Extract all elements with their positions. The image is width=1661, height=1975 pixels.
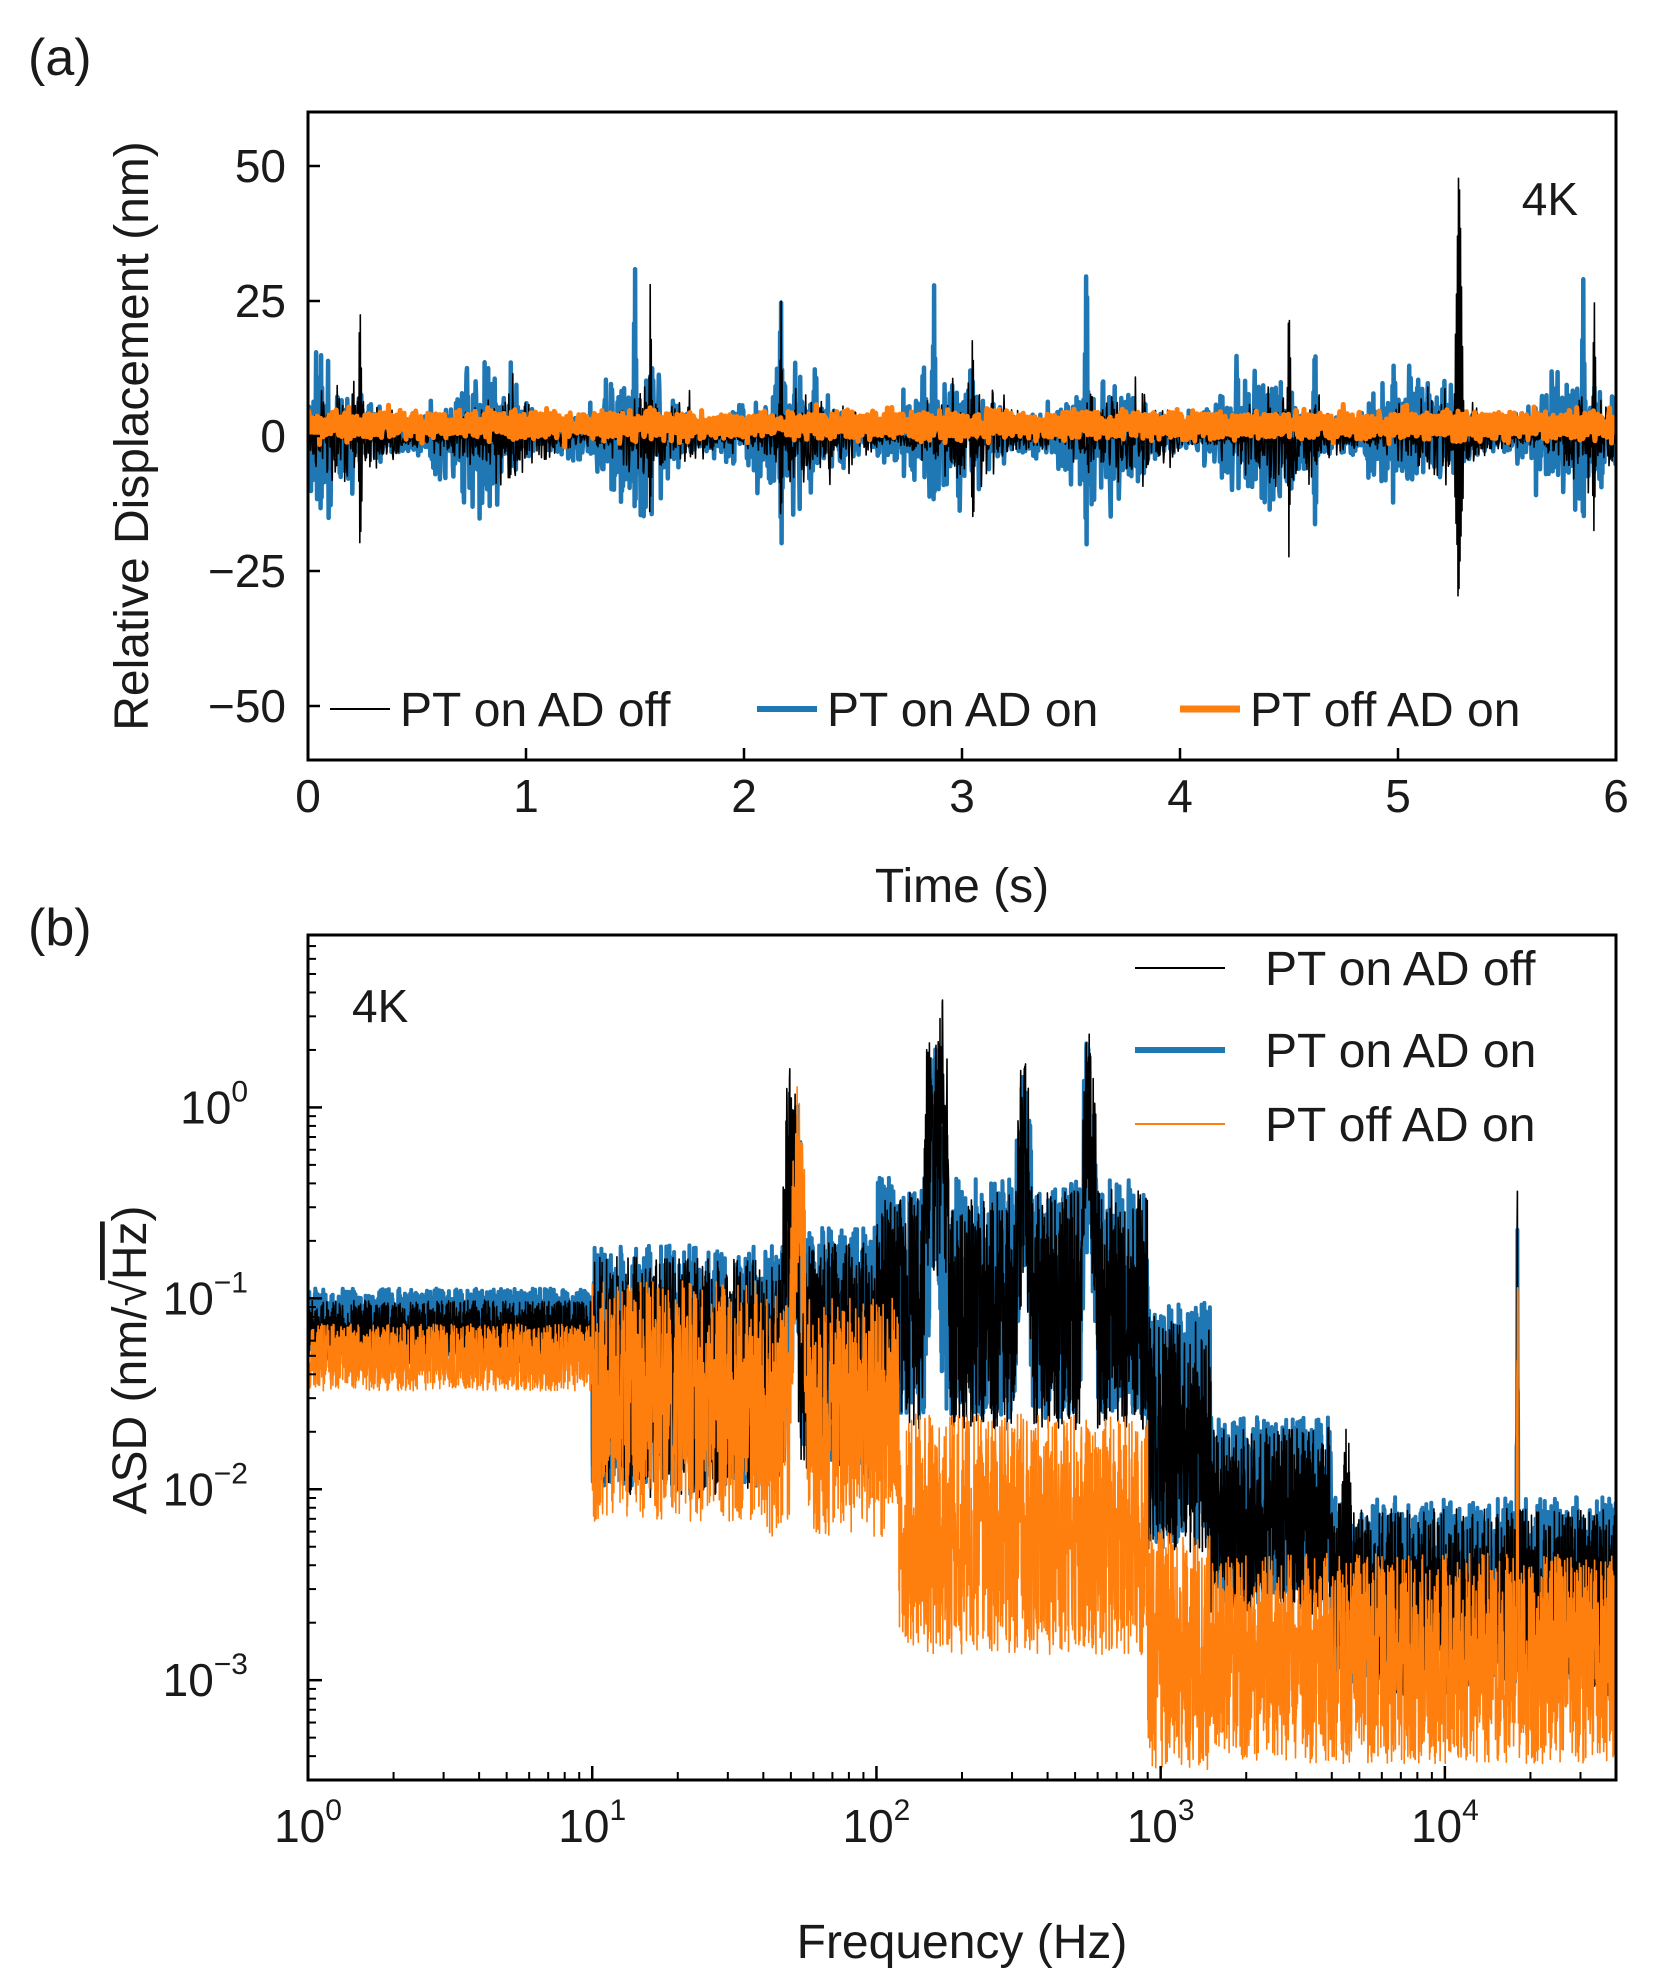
chart-b-xlabel: Frequency (Hz) bbox=[797, 1916, 1128, 1969]
chart-a-xtick-label: 4 bbox=[1167, 770, 1193, 822]
chart-a-series-line bbox=[308, 177, 1616, 597]
chart-b: 100 101 102 103 104 10−3 10−2 10−1 100 4K Freque… bbox=[104, 933, 1618, 1969]
chart-a-xtick-label: 2 bbox=[731, 770, 757, 822]
panel-label-b: (b) bbox=[28, 899, 92, 957]
chart-b-ytick-label: 10−2 bbox=[163, 1457, 248, 1515]
chart-b-series-line bbox=[308, 1086, 1616, 1771]
chart-b-legend-label: PT on AD on bbox=[1265, 1025, 1536, 1078]
chart-a-xtick-label: 3 bbox=[949, 770, 975, 822]
chart-b-ytick-label: 10−3 bbox=[163, 1648, 248, 1706]
chart-a-legend-label: PT on AD on bbox=[827, 684, 1098, 737]
chart-b-ylabel-hz: Hz bbox=[104, 1221, 157, 1280]
chart-b-legend-label: PT on AD off bbox=[1265, 943, 1536, 996]
chart-b-frame bbox=[306, 933, 1618, 1782]
chart-a-xlabel: Time (s) bbox=[875, 860, 1049, 913]
chart-a-xtick-label: 5 bbox=[1385, 770, 1411, 822]
chart-a-series-group bbox=[308, 177, 1616, 597]
chart-a-series-line bbox=[308, 402, 1616, 450]
chart-a-xtick-label: 1 bbox=[513, 770, 539, 822]
chart-a-ticks: 0 1 2 3 4 5 6 −50 −25 0 25 50 bbox=[208, 140, 1629, 822]
chart-b-series-group bbox=[308, 999, 1616, 1771]
chart-a-legend: PT on AD off PT on AD on PT off AD on bbox=[330, 684, 1520, 737]
chart-a-annotation: 4K bbox=[1522, 173, 1579, 225]
chart-a: 0 1 2 3 4 5 6 −50 −25 0 25 50 4K Time (s) Relative … bbox=[106, 110, 1629, 913]
panel-label-a: (a) bbox=[28, 29, 92, 87]
chart-b-ylabel-main: ASD (nm/ bbox=[104, 1306, 157, 1515]
chart-a-ytick-label: −25 bbox=[208, 545, 286, 597]
chart-a-ytick-label: −50 bbox=[208, 680, 286, 732]
chart-b-legend-label: PT off AD on bbox=[1265, 1099, 1535, 1152]
chart-a-legend-label: PT on AD off bbox=[400, 684, 671, 737]
chart-a-frame bbox=[306, 110, 1618, 762]
chart-a-ytick-label: 50 bbox=[235, 140, 286, 192]
chart-b-xtick-label: 101 bbox=[558, 1794, 626, 1852]
chart-a-ylabel: Relative Displacement (nm) bbox=[106, 141, 159, 731]
chart-a-legend-label: PT off AD on bbox=[1250, 684, 1520, 737]
chart-b-xtick-label: 104 bbox=[1411, 1794, 1479, 1852]
chart-b-ylabel-close: ) bbox=[104, 1205, 157, 1221]
chart-b-ytick-label: 10−1 bbox=[163, 1266, 248, 1324]
chart-b-xtick-label: 103 bbox=[1127, 1794, 1195, 1852]
chart-b-ylabel: ASD (nm/√Hz) bbox=[104, 1205, 157, 1514]
chart-a-xtick-label: 0 bbox=[295, 770, 321, 822]
chart-b-ticks: 100 101 102 103 104 10−3 10−2 10−1 100 bbox=[163, 934, 1617, 1852]
chart-b-annotation: 4K bbox=[352, 980, 409, 1032]
chart-a-ytick-label: 0 bbox=[260, 410, 286, 462]
chart-a-ytick-label: 25 bbox=[235, 275, 286, 327]
chart-b-ylabel-radical: √ bbox=[104, 1279, 157, 1306]
chart-b-ytick-label: 100 bbox=[180, 1075, 248, 1133]
chart-b-legend: PT on AD off PT on AD on PT off AD on bbox=[1135, 943, 1536, 1152]
chart-b-xtick-label: 102 bbox=[843, 1794, 911, 1852]
chart-a-series-line bbox=[308, 266, 1616, 547]
chart-a-xtick-label: 6 bbox=[1603, 770, 1629, 822]
chart-b-xtick-label: 100 bbox=[274, 1794, 342, 1852]
svg-text:ASD (nm/√Hz): ASD (nm/√Hz) bbox=[104, 1205, 157, 1514]
